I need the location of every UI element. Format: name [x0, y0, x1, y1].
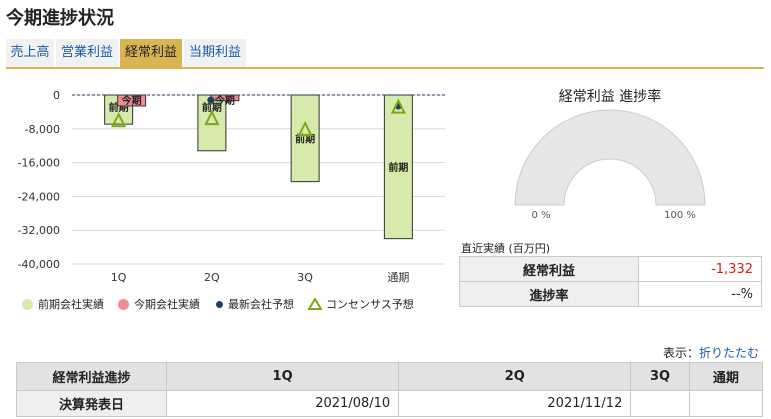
- progress-cell-full-year: [688, 390, 764, 417]
- bar-label-current: 今期: [121, 94, 142, 107]
- tab-ordinary-profit[interactable]: 経常利益: [120, 39, 182, 67]
- legend-swatch-forecast: [216, 300, 223, 308]
- x-tick-label: 3Q: [297, 271, 313, 284]
- x-tick-label: 通期: [387, 271, 409, 284]
- progress-header-full-year: 通期: [688, 362, 764, 391]
- bar-prev: [383, 94, 413, 240]
- chart-legend: 前期会社実績 今期会社実績 最新会社予想 コンセンサス予想: [22, 296, 428, 312]
- tab-bar: 売上高 営業利益 経常利益 当期利益: [6, 39, 764, 69]
- gauge-title: 経常利益 進捗率: [558, 89, 662, 105]
- display-option: 表示：折りたたむ: [663, 344, 759, 361]
- progress-header-3q: 3Q: [630, 362, 690, 391]
- recent-results-label: 直近実績 (百万円): [461, 242, 551, 255]
- progress-header-2q: 2Q: [398, 362, 632, 391]
- consensus-marker: [297, 120, 313, 137]
- progress-header-label: 経常利益進捗: [16, 362, 167, 391]
- recent-results-table: 経常利益 -1,332 進捗率 --%: [459, 256, 762, 307]
- tab-operating-profit[interactable]: 営業利益: [56, 39, 118, 67]
- legend-label-forecast: 最新会社予想: [228, 298, 294, 311]
- gauge-track: [514, 109, 706, 206]
- tab-sales[interactable]: 売上高: [6, 39, 54, 67]
- recent-key-profit: 経常利益: [459, 256, 639, 282]
- legend-label-consensus: コンセンサス予想: [326, 298, 414, 311]
- progress-table: 経常利益進捗 1Q 2Q 3Q 通期 決算発表日 2021/08/10 2021…: [16, 362, 764, 417]
- bar-prev: [197, 94, 227, 152]
- legend-item-forecast: 最新会社予想: [214, 296, 294, 312]
- bar-label-current: 今期: [214, 94, 235, 107]
- recent-key-progress: 進捗率: [459, 281, 639, 307]
- x-tick-label: 2Q: [204, 271, 220, 284]
- consensus-marker: [204, 109, 220, 126]
- page-title: 今期進捗状況: [6, 8, 114, 29]
- table-row: 経常利益 -1,332: [459, 256, 762, 282]
- progress-cell-1q: 2021/08/10: [165, 390, 400, 417]
- gauge-max-label: 100 %: [664, 210, 696, 221]
- collapse-link[interactable]: 折りたたむ: [699, 346, 760, 360]
- y-tick-label: -24,000: [18, 190, 60, 203]
- legend-swatch-current: [118, 298, 129, 310]
- table-row: 決算発表日 2021/08/10 2021/11/12: [16, 390, 764, 417]
- legend-triangle-icon: [308, 298, 322, 310]
- recent-value-progress: --%: [638, 281, 762, 307]
- legend-label-prev: 前期会社実績: [38, 298, 104, 311]
- forecast-dot: [207, 96, 215, 104]
- gauge-min-label: 0 %: [531, 210, 550, 221]
- table-header-row: 経常利益進捗 1Q 2Q 3Q 通期: [16, 362, 764, 391]
- legend-label-current: 今期会社実績: [134, 298, 200, 311]
- progress-bar-chart: 0 -8,000 -16,000 -24,000 -32,000 -40,000 1Q 2Q 3…: [18, 89, 445, 284]
- progress-cell-3q: [630, 390, 690, 417]
- y-tick-label: -16,000: [18, 157, 60, 170]
- progress-gauge: 0 % 100 %: [514, 109, 706, 221]
- recent-value-profit: -1,332: [638, 256, 762, 282]
- consensus-marker: [111, 111, 127, 128]
- y-tick-label: -40,000: [18, 258, 60, 271]
- progress-header-1q: 1Q: [165, 362, 400, 391]
- display-option-label: 表示：: [663, 346, 700, 360]
- progress-row-label: 決算発表日: [16, 390, 167, 417]
- legend-swatch-prev: [22, 298, 33, 310]
- table-row: 進捗率 --%: [459, 281, 762, 307]
- legend-item-consensus: コンセンサス予想: [308, 296, 414, 312]
- x-tick-label: 1Q: [111, 271, 127, 284]
- y-tick-label: -32,000: [18, 224, 60, 237]
- bar-label-prev: 前期: [202, 101, 222, 114]
- y-tick-label: -8,000: [25, 123, 60, 136]
- progress-cell-2q: 2021/11/12: [398, 390, 632, 417]
- legend-item-current: 今期会社実績: [118, 296, 200, 312]
- bar-current: [117, 94, 147, 107]
- legend-item-prev: 前期会社実績: [22, 296, 104, 312]
- bar-prev: [290, 94, 320, 183]
- bar-label-prev: 前期: [388, 161, 408, 174]
- y-tick-label: 0: [53, 89, 60, 102]
- consensus-marker: [390, 98, 406, 114]
- tab-net-profit[interactable]: 当期利益: [184, 39, 246, 67]
